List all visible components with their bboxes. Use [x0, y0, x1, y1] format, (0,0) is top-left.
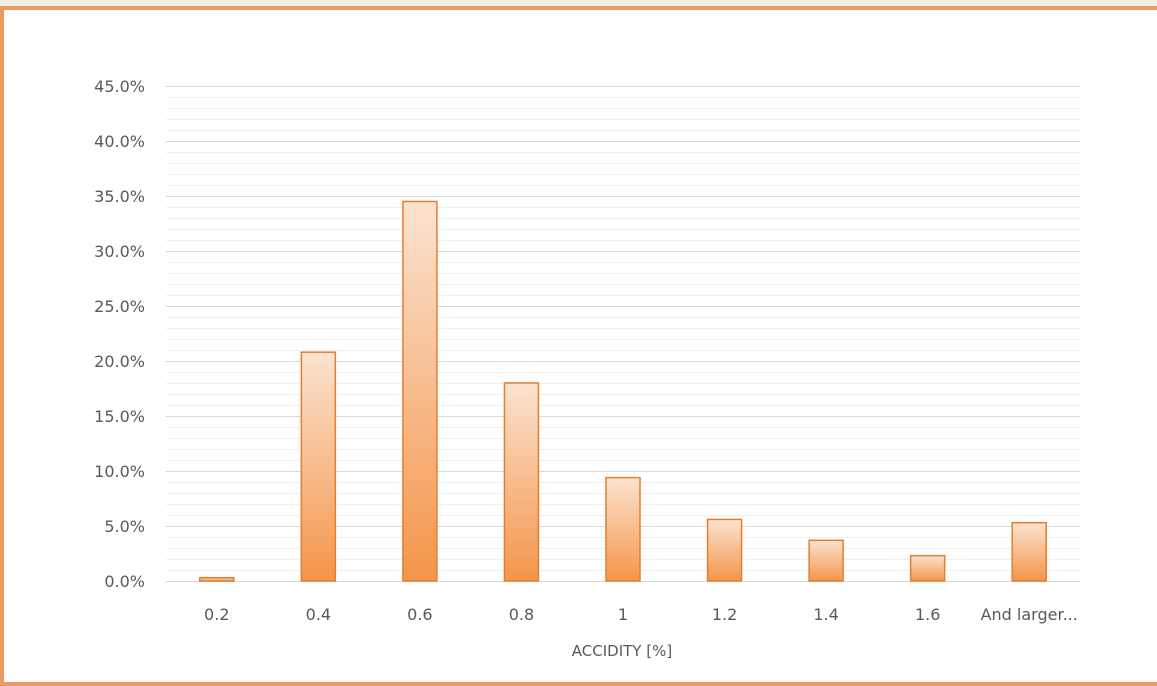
- x-tick-label: 1.6: [915, 605, 940, 624]
- bar: [1011, 521, 1047, 582]
- x-axis-ticks: 0.2 0.4 0.6 0.8 1 1.2 1.4 1.6 And larger...: [204, 605, 1078, 624]
- x-tick-label: 1: [618, 605, 628, 624]
- bar: [300, 351, 337, 582]
- x-tick-label: 1.2: [712, 605, 737, 624]
- bar: [605, 476, 641, 582]
- x-tick-label: 0.8: [509, 605, 534, 624]
- x-axis-title: ACCIDITY [%]: [572, 642, 672, 660]
- y-tick-label: 30.0%: [94, 242, 145, 261]
- y-tick-label: 45.0%: [94, 77, 145, 96]
- x-tick-label: 0.6: [407, 605, 432, 624]
- bar: [199, 576, 235, 582]
- x-tick-label: 0.2: [204, 605, 229, 624]
- bar: [402, 200, 438, 582]
- bar: [503, 382, 540, 582]
- y-tick-label: 25.0%: [94, 297, 145, 316]
- x-tick-label: 0.4: [306, 605, 331, 624]
- y-tick-label: 40.0%: [94, 132, 145, 151]
- bar: [909, 554, 946, 582]
- y-tick-label: 0.0%: [104, 572, 145, 591]
- y-axis-ticks: 0.0% 5.0% 10.0% 15.0% 20.0% 25.0% 30.0% 35.0% 40…: [94, 77, 145, 591]
- y-tick-label: 15.0%: [94, 407, 145, 426]
- bars: [199, 200, 1047, 582]
- x-tick-label: And larger...: [981, 605, 1078, 624]
- bar: [706, 518, 743, 582]
- y-tick-label: 10.0%: [94, 462, 145, 481]
- y-tick-label: 20.0%: [94, 352, 145, 371]
- bar: [808, 539, 844, 582]
- y-tick-label: 35.0%: [94, 187, 145, 206]
- y-tick-label: 5.0%: [104, 517, 145, 536]
- x-tick-label: 1.4: [813, 605, 838, 624]
